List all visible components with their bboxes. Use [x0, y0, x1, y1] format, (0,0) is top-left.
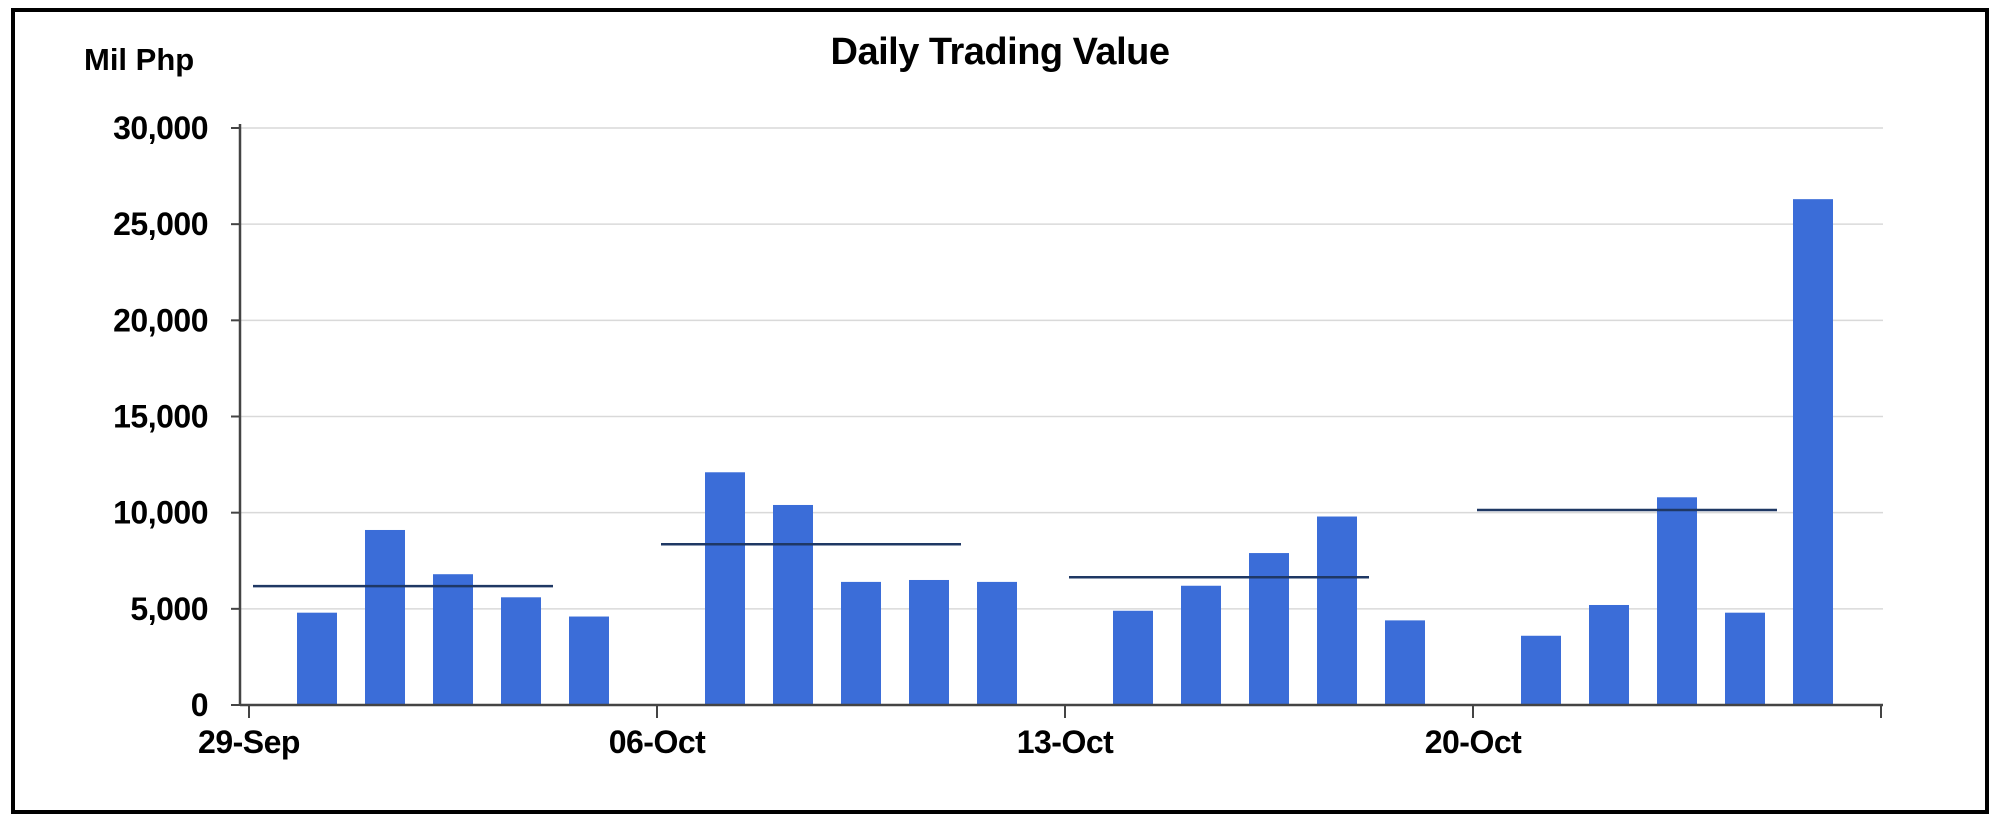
- x-tick-label: 20-Oct: [1425, 724, 1522, 760]
- bar: [841, 581, 881, 705]
- y-tick-label: 30,000: [113, 110, 208, 146]
- y-tick-label: 20,000: [113, 302, 208, 338]
- tick-labels-group: 0 5,000 10,000 15,000 20,000 25,000 30,000 29-S…: [113, 110, 1523, 760]
- chart-title: Daily Trading Value: [831, 31, 1170, 73]
- bar: [1317, 516, 1357, 705]
- bar: [1657, 497, 1697, 705]
- tick-marks-group: [231, 127, 1882, 718]
- x-tick-label: 06-Oct: [609, 724, 706, 760]
- bar: [1249, 553, 1289, 705]
- bar: [705, 472, 745, 705]
- y-tick-label: 15,000: [113, 399, 208, 435]
- bar: [433, 574, 473, 705]
- bar: [1589, 604, 1629, 705]
- bars-group: [297, 199, 1833, 705]
- weekly-average-lines-group: [253, 508, 1777, 588]
- bar: [501, 597, 541, 705]
- bar: [909, 579, 949, 705]
- bar: [1725, 612, 1765, 705]
- gridlines-group: [240, 127, 1883, 610]
- x-tick-label: 13-Oct: [1017, 724, 1114, 760]
- y-tick-label: 5,000: [130, 591, 208, 627]
- chart-frame-border: [11, 8, 1989, 814]
- bar: [1793, 199, 1833, 705]
- bar: [1521, 635, 1561, 705]
- x-tick-label: 29-Sep: [198, 724, 300, 760]
- y-tick-label: 10,000: [113, 495, 208, 531]
- bar: [773, 504, 813, 705]
- y-tick-label: 0: [191, 687, 208, 723]
- axes-group: [238, 124, 1883, 707]
- y-tick-label: 25,000: [113, 206, 208, 242]
- bar: [1181, 585, 1221, 705]
- bar: [977, 581, 1017, 705]
- bar: [1113, 610, 1153, 705]
- bar: [297, 612, 337, 705]
- bar: [569, 616, 609, 705]
- y-axis-unit-label: Mil Php: [84, 42, 194, 77]
- bar: [365, 529, 405, 705]
- bar: [1385, 620, 1425, 705]
